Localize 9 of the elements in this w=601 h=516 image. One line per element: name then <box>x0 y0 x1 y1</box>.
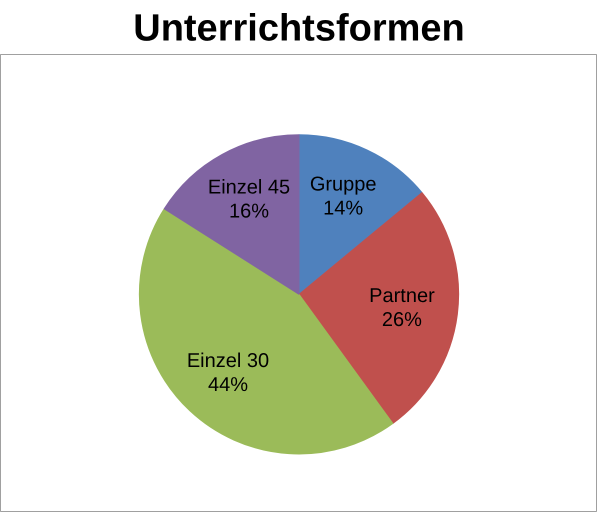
data-label: 16% <box>229 200 270 222</box>
data-label: 26% <box>382 308 422 331</box>
slice-label: Einzel 30 <box>186 350 270 372</box>
slice-label: Partner <box>369 284 436 307</box>
slice-label: Gruppe <box>310 173 377 196</box>
chart-title: Unterrichtsformen <box>133 8 465 50</box>
slice-label: Einzel 45 <box>208 176 290 198</box>
data-label: 14% <box>323 197 364 220</box>
data-label: 44% <box>208 374 248 396</box>
